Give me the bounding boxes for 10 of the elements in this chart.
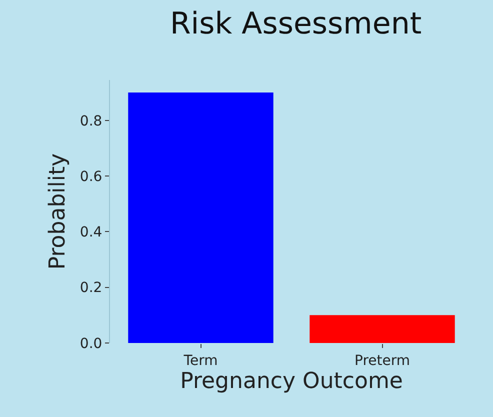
x-tick-label: Preterm — [354, 352, 410, 369]
y-tick-label: 0.6 — [80, 168, 102, 185]
y-tick-label: 0.8 — [80, 113, 102, 130]
y-axis-title: Probability — [46, 153, 71, 270]
y-tick-label: 0.0 — [80, 336, 102, 352]
x-axis-title: Pregnancy Outcome — [180, 368, 403, 394]
y-tick-label: 0.4 — [80, 224, 102, 241]
chart-title: Risk Assessment — [170, 6, 422, 42]
y-tick-label: 0.2 — [80, 280, 102, 296]
x-tick-label: Term — [182, 352, 218, 369]
